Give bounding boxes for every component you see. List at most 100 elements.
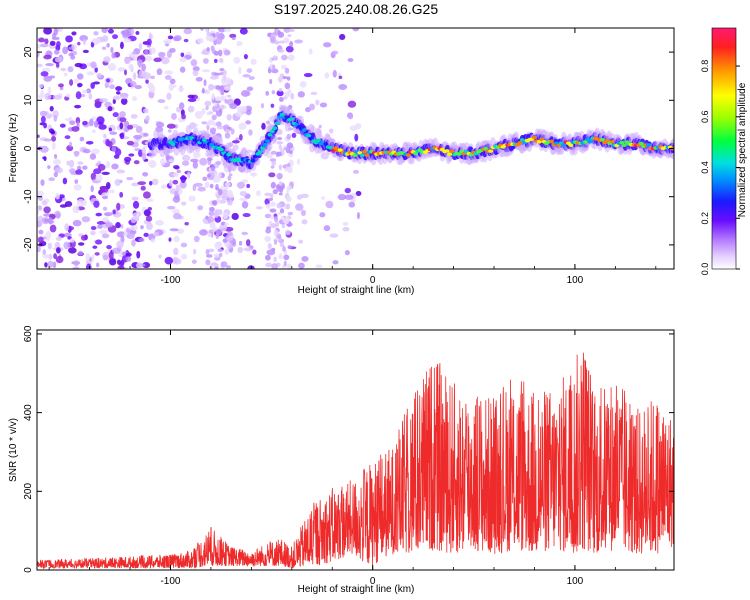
spectrogram-noise-blob bbox=[173, 190, 179, 196]
spectrogram-noise-blob bbox=[130, 114, 138, 119]
spectrogram-noise-blob bbox=[71, 126, 80, 132]
spectrogram-noise-blob bbox=[347, 100, 357, 108]
spectrogram-noise-blob bbox=[213, 253, 220, 258]
spectrogram-noise-blob bbox=[108, 28, 114, 34]
spectrogram-noise-blob bbox=[103, 212, 113, 217]
y-tick-label: 200 bbox=[23, 483, 34, 500]
spectrogram-noise-blob bbox=[64, 200, 73, 207]
spectrogram-noise-blob bbox=[214, 72, 221, 76]
spectrogram-noise-blob bbox=[72, 219, 82, 227]
spectrogram-noise-blob bbox=[169, 47, 176, 53]
y-tick-label: 600 bbox=[23, 325, 34, 342]
spectrogram-noise-blob bbox=[284, 67, 290, 74]
spectrogram-noise-blob bbox=[211, 93, 215, 100]
spectrogram-noise-blob bbox=[354, 133, 359, 142]
spectrogram-noise-blob bbox=[272, 55, 278, 60]
spectrogram-noise-blob bbox=[188, 195, 196, 202]
spectrogram-noise-blob bbox=[224, 182, 231, 187]
spectrogram-noise-blob bbox=[144, 55, 153, 62]
spectrogram-noise-blob bbox=[215, 241, 222, 247]
spectrogram-noise-blob bbox=[42, 156, 47, 160]
spectrogram-noise-blob bbox=[168, 237, 172, 242]
spectrogram-noise-blob bbox=[132, 200, 140, 209]
spectrogram-noise-blob bbox=[53, 171, 58, 178]
spectrogram-noise-blob bbox=[77, 41, 81, 46]
spectrogram-noise-blob bbox=[42, 249, 47, 256]
spectrogram-noise-blob bbox=[136, 250, 141, 259]
spectrogram-noise-blob bbox=[127, 124, 134, 130]
spectrogram-noise-blob bbox=[224, 99, 228, 104]
spectrogram-noise-blob bbox=[51, 135, 57, 142]
spectrogram-noise-blob bbox=[209, 127, 217, 133]
spectrogram-noise-blob bbox=[221, 189, 228, 196]
spectrogram-noise-blob bbox=[90, 230, 96, 236]
spectrogram-noise-blob bbox=[221, 195, 228, 201]
spectrogram-noise-blob bbox=[224, 85, 231, 91]
spectrogram-noise-blob bbox=[286, 133, 291, 140]
snr-panel: -100 0 100 0 200 400 600 Height of straight l… bbox=[8, 325, 675, 595]
spectrogram-noise-blob bbox=[305, 107, 311, 113]
spectrogram-noise-blob bbox=[224, 132, 231, 139]
spectrogram-noise-blob bbox=[172, 209, 180, 214]
spectrogram-noise-blob bbox=[328, 128, 334, 134]
spectrogram-noise-blob bbox=[214, 100, 222, 104]
spectrogram-noise-blob bbox=[233, 56, 241, 64]
spectrogram-noise-blob bbox=[224, 222, 229, 226]
colorbar: 0.0 0.2 0.4 0.6 0.8 Normalized spectral ampl… bbox=[700, 27, 748, 275]
spectrogram-noise-blob bbox=[231, 212, 239, 221]
spectrogram-noise-blob bbox=[132, 72, 137, 81]
spectrogram-noise-blob bbox=[337, 193, 347, 201]
spectrogram-noise-blob bbox=[116, 240, 124, 249]
spectrogram-noise-blob bbox=[43, 28, 53, 35]
spectrogram-noise-blob bbox=[44, 38, 49, 45]
spectrogram-noise-blob bbox=[109, 131, 118, 135]
spectrogram-ridge-core bbox=[587, 139, 593, 144]
spectrogram-noise-blob bbox=[270, 36, 276, 43]
spectrogram-noise-blob bbox=[281, 64, 287, 70]
spectrogram-noise-blob bbox=[181, 113, 187, 120]
x-tick-label: 100 bbox=[567, 576, 584, 587]
spectrogram-noise-blob bbox=[37, 246, 41, 253]
spectrogram-noise-blob bbox=[277, 136, 283, 141]
spectrogram-noise-blob bbox=[344, 187, 352, 194]
spectrogram-noise-blob bbox=[86, 71, 95, 76]
spectrogram-noise-blob bbox=[277, 76, 283, 83]
spectrogram-noise-blob bbox=[107, 140, 113, 148]
spectrogram-noise-blob bbox=[192, 66, 200, 72]
spectrogram-noise-blob bbox=[172, 179, 179, 185]
spectrogram-noise-blob bbox=[240, 89, 250, 97]
spectrogram-noise-blob bbox=[209, 206, 215, 212]
spectrogram-noise-blob bbox=[209, 221, 216, 229]
spectrogram-noise-blob bbox=[344, 194, 354, 200]
spectrogram-ridge-core bbox=[413, 151, 419, 156]
spectrogram-noise-blob bbox=[143, 108, 149, 114]
spectrogram-noise-blob bbox=[116, 259, 121, 265]
spectrogram-ridge-core bbox=[638, 141, 644, 146]
spectrogram-noise-blob bbox=[342, 221, 349, 226]
spectrogram-noise-blob bbox=[133, 139, 137, 143]
spectrogram-noise-blob bbox=[264, 192, 272, 197]
spectrogram-ridge-core bbox=[337, 148, 343, 152]
spectrogram-noise-blob bbox=[206, 157, 213, 162]
spectrogram-noise-blob bbox=[271, 263, 278, 269]
spectrogram-noise-blob bbox=[275, 221, 280, 228]
spectrogram-noise-blob bbox=[180, 253, 188, 260]
spectrogram-noise-blob bbox=[156, 68, 163, 76]
spectrogram-noise-blob bbox=[204, 89, 211, 95]
spectrogram-noise-blob bbox=[265, 203, 271, 209]
spectrogram-noise-blob bbox=[214, 266, 219, 269]
spectrogram-noise-blob bbox=[54, 154, 58, 159]
spectrogram-noise-blob bbox=[180, 242, 188, 248]
spectrogram-noise-blob bbox=[194, 110, 203, 119]
spectrogram-noise-blob bbox=[192, 70, 199, 77]
spectrogram-noise-blob bbox=[119, 191, 124, 198]
spectrogram-noise-blob bbox=[288, 29, 295, 33]
spectrogram-noise-blob bbox=[338, 84, 348, 91]
spectrogram-noise-blob bbox=[219, 67, 225, 72]
spectrogram-noise-blob bbox=[58, 83, 64, 88]
spectrogram-noise-blob bbox=[172, 258, 182, 265]
spectrogram-noise-blob bbox=[63, 232, 72, 238]
spectrogram-noise-blob bbox=[120, 41, 124, 50]
spectrogram-noise-blob bbox=[278, 87, 283, 92]
spectrogram-noise-blob bbox=[160, 158, 166, 166]
